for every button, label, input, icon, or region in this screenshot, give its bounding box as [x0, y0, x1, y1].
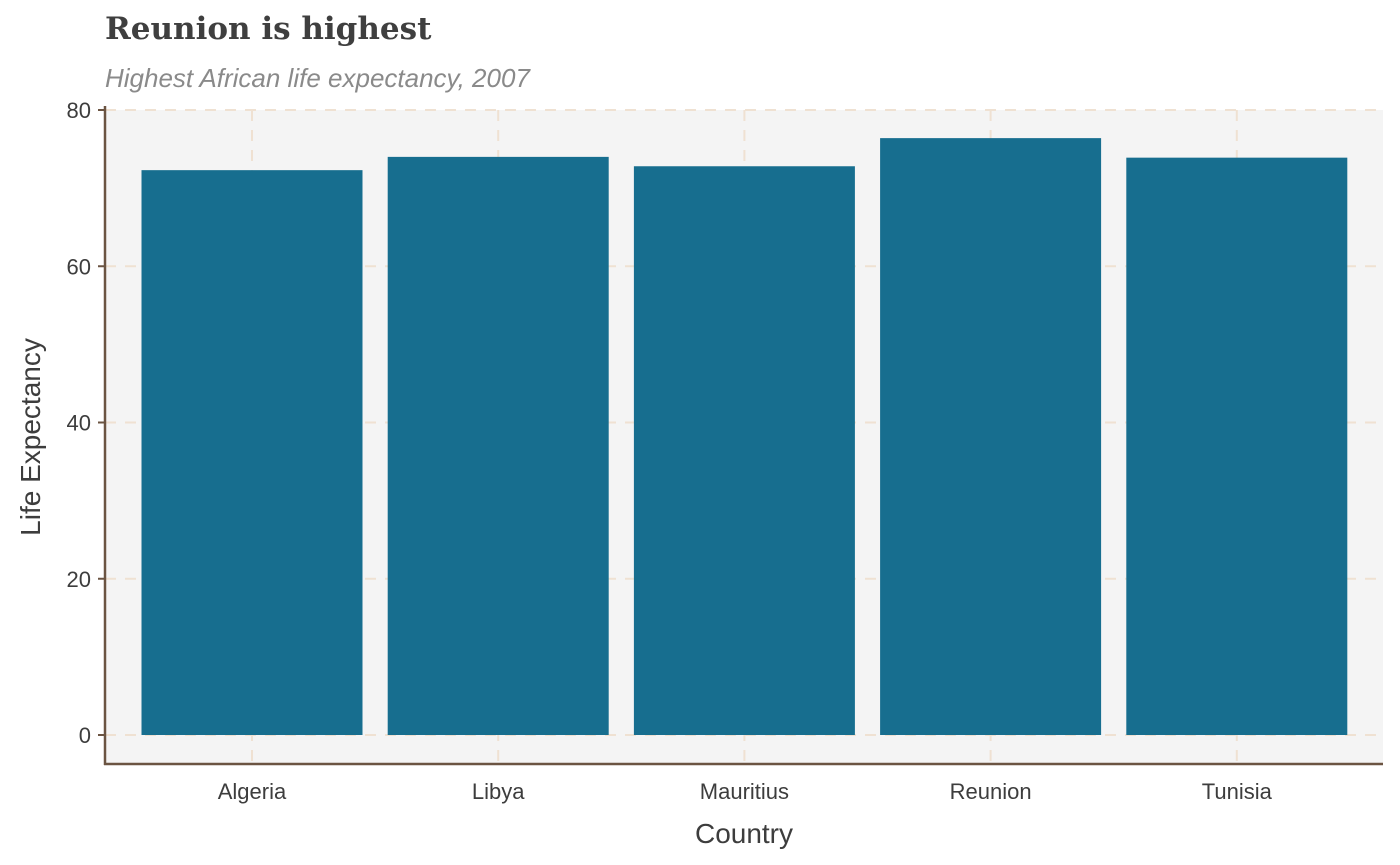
bar-mauritius: [633, 166, 855, 735]
bar-tunisia: [1126, 157, 1348, 735]
x-tick-label: Libya: [472, 779, 525, 804]
chart-subtitle: Highest African life expectancy, 2007: [105, 63, 531, 93]
x-tick-label: Algeria: [218, 779, 287, 804]
y-tick-label: 80: [67, 98, 91, 123]
y-tick-label: 60: [67, 254, 91, 279]
bar-reunion: [880, 138, 1102, 735]
y-tick-label: 40: [67, 411, 91, 436]
chart-title: Reunion is highest: [105, 11, 432, 47]
y-tick-label: 20: [67, 567, 91, 592]
x-tick-label: Reunion: [950, 779, 1032, 804]
y-tick-label: 0: [79, 723, 91, 748]
bars: [141, 138, 1348, 735]
bar-libya: [387, 156, 609, 735]
y-axis: 0 20 40 60 80: [67, 98, 107, 765]
x-axis-title: Country: [695, 818, 793, 849]
x-axis: Algeria Libya Mauritius Reunion Tunisia: [104, 762, 1383, 804]
bar-algeria: [141, 170, 363, 735]
x-tick-label: Tunisia: [1202, 779, 1273, 804]
y-axis-title: Life Expectancy: [15, 338, 46, 536]
x-tick-label: Mauritius: [700, 779, 789, 804]
